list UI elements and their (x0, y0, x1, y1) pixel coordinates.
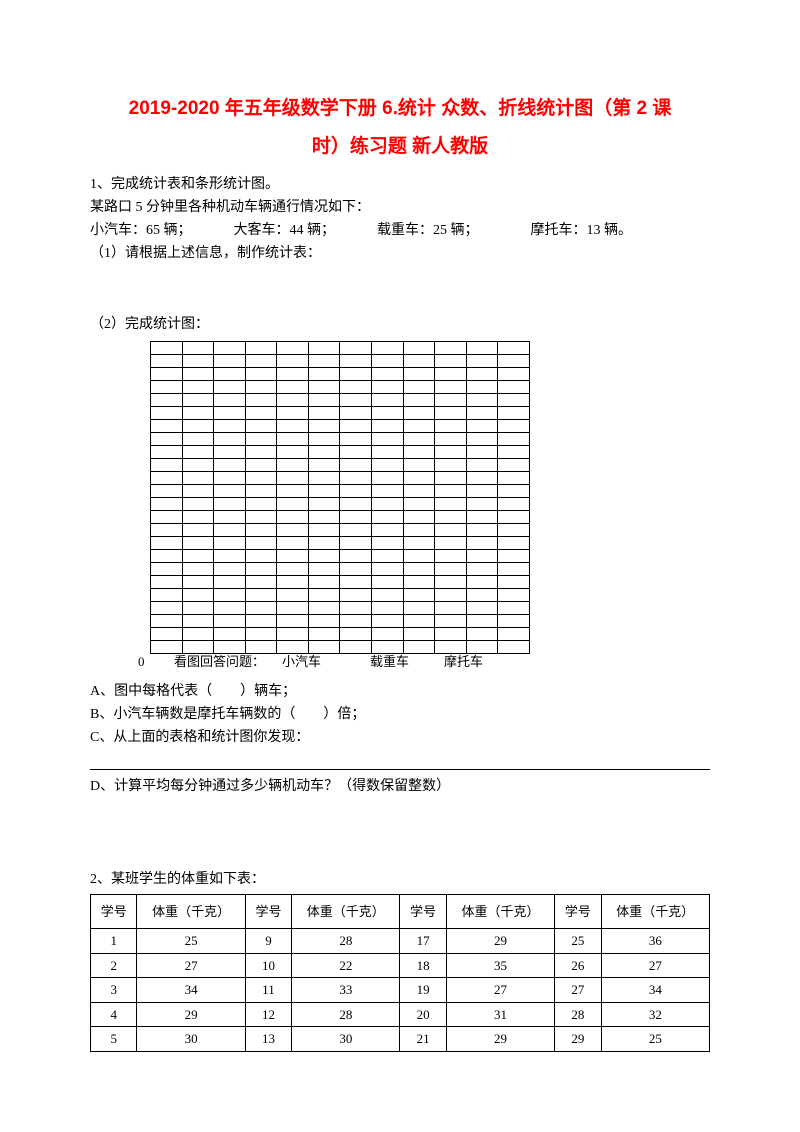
table-cell: 30 (137, 1027, 245, 1052)
th-wt-3: 体重（千克） (446, 895, 554, 929)
table-cell: 27 (601, 953, 709, 978)
table-row: 12592817292536 (91, 929, 710, 954)
axis-label-1: 小汽车 (282, 652, 321, 672)
table-cell: 34 (137, 978, 245, 1003)
th-wt-2: 体重（千克） (292, 895, 400, 929)
table-cell: 34 (601, 978, 709, 1003)
table-cell: 27 (137, 953, 245, 978)
q1-sub2: （2）完成统计图： (90, 314, 710, 335)
table-cell: 27 (555, 978, 601, 1003)
table-cell: 12 (245, 1002, 291, 1027)
table-cell: 21 (400, 1027, 446, 1052)
q2-line1: 2、某班学生的体重如下表： (90, 869, 710, 890)
axis-label-0: 看图回答问题： (174, 652, 265, 672)
table-row: 334113319272734 (91, 978, 710, 1003)
table-cell: 13 (245, 1027, 291, 1052)
table-cell: 27 (446, 978, 554, 1003)
th-id-3: 学号 (400, 895, 446, 929)
table-cell: 28 (555, 1002, 601, 1027)
table-cell: 30 (292, 1027, 400, 1052)
table-cell: 22 (292, 953, 400, 978)
th-wt-4: 体重（千克） (601, 895, 709, 929)
th-wt-1: 体重（千克） (137, 895, 245, 929)
table-cell: 25 (137, 929, 245, 954)
vehicle-car: 小汽车：65 辆； (90, 220, 230, 241)
table-cell: 2 (91, 953, 137, 978)
table-cell: 4 (91, 1002, 137, 1027)
table-cell: 5 (91, 1027, 137, 1052)
table-cell: 20 (400, 1002, 446, 1027)
q1-line2: 某路口 5 分钟里各种机动车辆通行情况如下： (90, 197, 710, 218)
table-cell: 11 (245, 978, 291, 1003)
table-cell: 36 (601, 929, 709, 954)
q1-line1: 1、完成统计表和条形统计图。 (90, 174, 710, 195)
vehicle-truck: 载重车：25 辆； (377, 220, 527, 241)
table-cell: 3 (91, 978, 137, 1003)
weight-table: 学号 体重（千克） 学号 体重（千克） 学号 体重（千克） 学号 体重（千克） … (90, 894, 710, 1052)
blank-line (90, 752, 710, 770)
th-id-1: 学号 (91, 895, 137, 929)
table-cell: 31 (446, 1002, 554, 1027)
q1-D: D、计算平均每分钟通过多少辆机动车？（得数保留整数） (90, 776, 710, 797)
axis-label-2: 载重车 (370, 652, 409, 672)
axis-label-3: 摩托车 (444, 652, 483, 672)
table-row: 429122820312832 (91, 1002, 710, 1027)
vehicle-row: 小汽车：65 辆； 大客车：44 辆； 载重车：25 辆； 摩托车：13 辆。 (90, 220, 710, 241)
table-cell: 29 (137, 1002, 245, 1027)
table-cell: 35 (446, 953, 554, 978)
table-header-row: 学号 体重（千克） 学号 体重（千克） 学号 体重（千克） 学号 体重（千克） (91, 895, 710, 929)
table-cell: 25 (555, 929, 601, 954)
q1-C: C、从上面的表格和统计图你发现： (90, 727, 710, 748)
axis-row: 0 看图回答问题： 小汽车 载重车 摩托车 (132, 654, 532, 670)
title-line2: 时）练习题 新人教版 (90, 128, 710, 166)
q1-sub1: （1）请根据上述信息，制作统计表： (90, 243, 710, 264)
table-cell: 28 (292, 1002, 400, 1027)
table-cell: 19 (400, 978, 446, 1003)
table-row: 530133021292925 (91, 1027, 710, 1052)
table-cell: 25 (601, 1027, 709, 1052)
table-cell: 18 (400, 953, 446, 978)
table-cell: 9 (245, 929, 291, 954)
table-cell: 26 (555, 953, 601, 978)
axis-zero: 0 (138, 652, 145, 672)
table-cell: 1 (91, 929, 137, 954)
table-cell: 28 (292, 929, 400, 954)
table-cell: 32 (601, 1002, 709, 1027)
table-cell: 33 (292, 978, 400, 1003)
th-id-2: 学号 (245, 895, 291, 929)
title-line1: 2019-2020 年五年级数学下册 6.统计 众数、折线统计图（第 2 课 (90, 90, 710, 128)
table-row: 227102218352627 (91, 953, 710, 978)
q1-A: A、图中每格代表（ ）辆车； (90, 681, 710, 702)
q1-B: B、小汽车辆数是摩托车辆数的（ ）倍； (90, 704, 710, 725)
vehicle-bus: 大客车：44 辆； (234, 220, 374, 241)
table-cell: 17 (400, 929, 446, 954)
vehicle-moto: 摩托车：13 辆。 (531, 220, 671, 241)
chart-block: 0 看图回答问题： 小汽车 载重车 摩托车 (90, 341, 710, 670)
th-id-4: 学号 (555, 895, 601, 929)
table-cell: 10 (245, 953, 291, 978)
table-cell: 29 (446, 1027, 554, 1052)
chart-grid (150, 341, 530, 654)
table-cell: 29 (555, 1027, 601, 1052)
table-cell: 29 (446, 929, 554, 954)
